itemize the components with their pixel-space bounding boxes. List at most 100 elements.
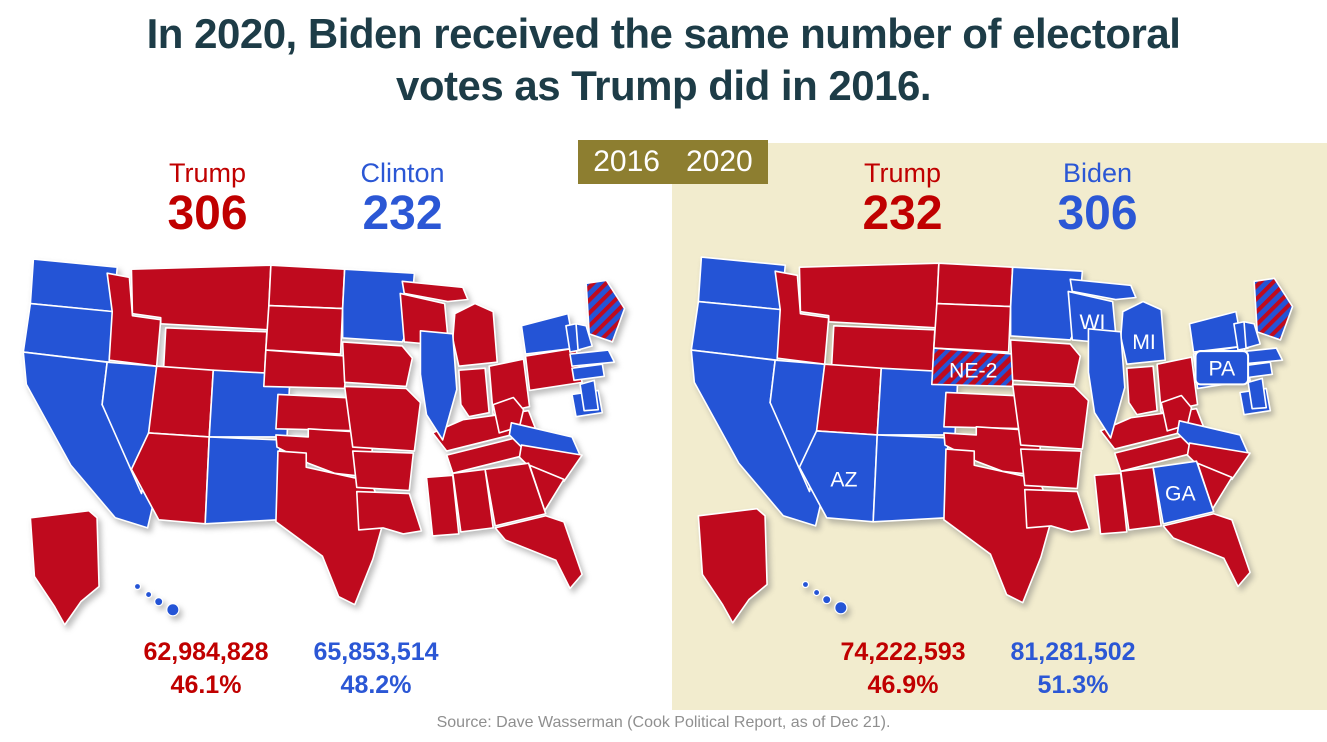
- state-nh-2016: [575, 322, 594, 351]
- source-credit: Source: Dave Wasserman (Cook Political R…: [436, 714, 891, 731]
- state-hi-island-2-2016: [154, 597, 164, 607]
- state-mo-2016: [343, 385, 422, 452]
- state-tx-2016: [275, 450, 386, 606]
- 2016-popular-vote: 62,984,828 46.1% 65,853,514 48.2%: [61, 636, 521, 702]
- 2020-trump-name: Trump: [863, 158, 941, 188]
- state-sd-2020: [933, 302, 1012, 353]
- state-mo-2020: [1011, 383, 1090, 450]
- state-label-pa: PA: [1208, 357, 1236, 380]
- state-il-2016: [419, 330, 458, 441]
- state-hi-island-0-2016: [133, 582, 142, 591]
- 2020-trump-pct: 46.9%: [867, 671, 939, 699]
- 2016-trump-header: Trump 306: [133, 158, 283, 240]
- state-label-ga: GA: [1165, 483, 1197, 506]
- state-miup-2020: [1069, 278, 1137, 301]
- state-fl-2020: [1162, 512, 1251, 588]
- 2020-biden-popular-vote: 81,281,502 51.3%: [998, 636, 1148, 702]
- 2020-biden-votes: 81,281,502: [1010, 638, 1136, 666]
- state-ctri-2016: [571, 363, 606, 382]
- state-la-2020: [1023, 488, 1091, 533]
- 2016-clinton-popular-vote: 65,853,514 48.2%: [301, 636, 451, 702]
- state-in-2016: [458, 367, 490, 418]
- state-al-2016: [451, 468, 494, 533]
- state-label-wi: WI: [1079, 311, 1105, 334]
- year-badge-2016: 2016: [593, 145, 660, 178]
- 2016-trump-pct: 46.1%: [170, 671, 242, 699]
- state-nd-2020: [936, 262, 1014, 308]
- 2016-trump-electoral-votes: 306: [167, 187, 248, 240]
- 2016-trump-name: Trump: [168, 158, 246, 188]
- state-al-2020: [1119, 466, 1162, 531]
- state-me-2016: [585, 279, 626, 343]
- state-la-2016: [355, 490, 423, 535]
- state-oh-2016: [488, 358, 531, 416]
- state-ia-2016: [341, 341, 414, 388]
- 2016-electoral-map: [15, 251, 648, 635]
- state-az-2020: [798, 430, 879, 523]
- state-wa-2020: [697, 256, 787, 311]
- state-ms-2016: [425, 474, 460, 537]
- state-ne-2016: [262, 349, 348, 390]
- state-nh-2020: [1243, 320, 1262, 349]
- 2020-biden-name: Biden: [1062, 158, 1133, 188]
- state-in-2020: [1126, 365, 1158, 416]
- state-nj-2016: [579, 379, 600, 412]
- state-label-mi: MI: [1132, 331, 1156, 354]
- state-az-2016: [130, 432, 211, 525]
- state-sd-2016: [265, 304, 344, 355]
- state-nm-2016: [204, 436, 281, 525]
- state-wa-2016: [29, 258, 119, 313]
- state-id-2016: [106, 272, 162, 368]
- state-nj-2020: [1247, 377, 1268, 410]
- state-label-ne-2: NE-2: [949, 359, 997, 382]
- state-ms-2020: [1093, 472, 1128, 535]
- 2016-clinton-votes: 65,853,514: [313, 638, 439, 666]
- 2016-trump-votes: 62,984,828: [143, 638, 269, 666]
- 2020-candidates-header: Trump 232 Biden 306: [770, 158, 1230, 240]
- state-tx-2020: [943, 448, 1054, 604]
- state-label-badge-pa: [1194, 350, 1250, 386]
- state-ia-2020: [1009, 339, 1082, 386]
- state-ak-2020: [697, 507, 768, 624]
- state-ar-2020: [1019, 448, 1083, 490]
- us-map-svg-2020: WI MI PA NE-2 AZ GA: [690, 256, 1294, 624]
- state-fl-2016: [494, 514, 583, 590]
- state-mi-2016: [451, 302, 499, 368]
- 2020-biden-electoral-votes: 306: [1057, 187, 1138, 240]
- state-hi-island-3-2016: [166, 603, 180, 617]
- state-hi-island-3-2020: [834, 601, 848, 615]
- 2020-trump-votes: 74,222,593: [840, 638, 966, 666]
- 2020-biden-pct: 51.3%: [1037, 671, 1109, 699]
- us-map-svg-2016: [22, 258, 626, 626]
- 2016-candidates-header: Trump 306 Clinton 232: [75, 158, 535, 240]
- state-oh-2020: [1156, 356, 1199, 414]
- state-il-2020: [1087, 328, 1126, 439]
- state-ma-2016: [569, 349, 616, 368]
- 2016-clinton-header: Clinton 232: [328, 158, 478, 240]
- state-hi-island-1-2020: [812, 588, 821, 597]
- state-nd-2016: [268, 264, 346, 310]
- 2016-clinton-electoral-votes: 232: [362, 187, 443, 240]
- year-badge-2020: 2020: [686, 145, 753, 178]
- 2016-trump-popular-vote: 62,984,828 46.1%: [131, 636, 281, 702]
- page-title: In 2020, Biden received the same number …: [0, 8, 1327, 112]
- state-ut-2016: [147, 365, 215, 438]
- state-hi-island-1-2016: [144, 590, 153, 599]
- state-label-az: AZ: [830, 468, 857, 491]
- state-ga-2020: [1152, 460, 1215, 525]
- 2020-biden-header: Biden 306: [1023, 158, 1173, 240]
- state-nm-2020: [872, 434, 949, 523]
- state-hi-island-2-2020: [822, 595, 832, 605]
- state-ut-2020: [815, 363, 883, 436]
- state-me-2020: [1253, 277, 1294, 341]
- title-line-2: votes as Trump did in 2016.: [395, 62, 932, 109]
- state-ak-2016: [29, 509, 100, 626]
- 2020-trump-electoral-votes: 232: [862, 187, 943, 240]
- 2020-electoral-map: WI MI PA NE-2 AZ GA: [683, 249, 1316, 633]
- 2016-clinton-pct: 48.2%: [340, 671, 412, 699]
- state-miup-2016: [401, 280, 469, 303]
- 2020-trump-header: Trump 232: [828, 158, 978, 240]
- year-badge: 2016 2020: [578, 140, 768, 184]
- state-id-2020: [774, 270, 830, 366]
- 2020-trump-popular-vote: 74,222,593 46.9%: [828, 636, 978, 702]
